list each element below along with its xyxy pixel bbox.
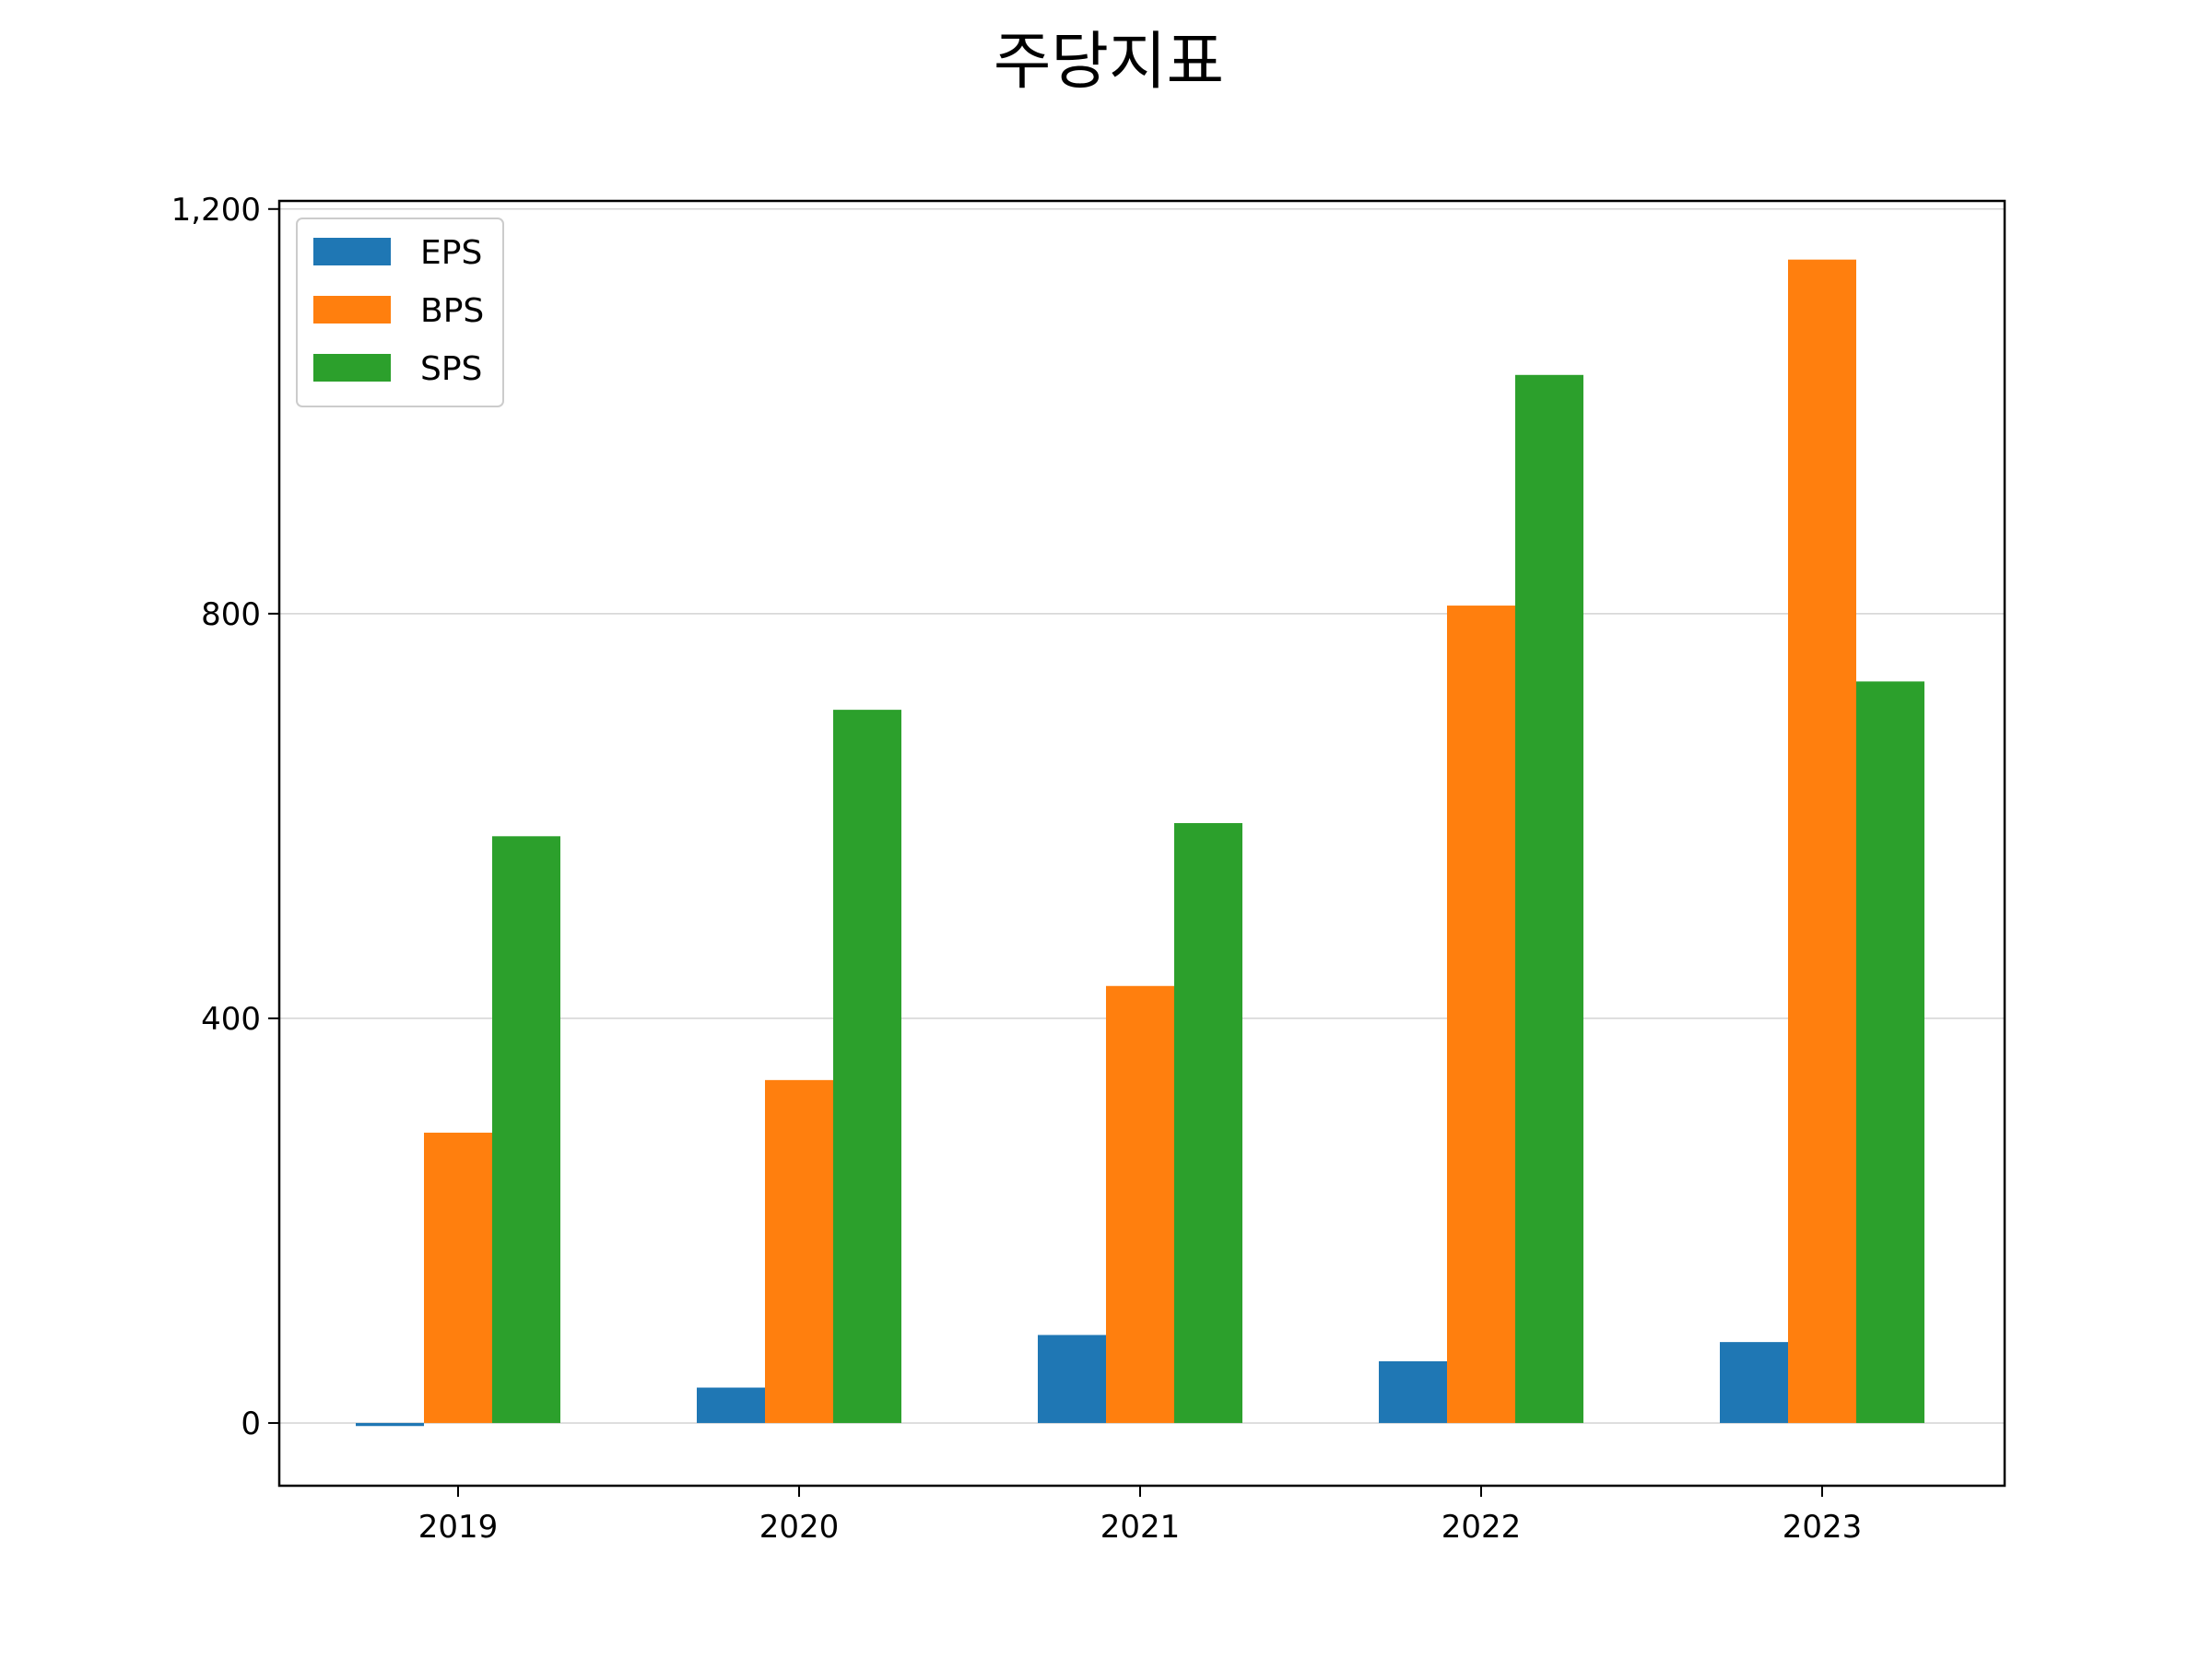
x-tick-label: 2021 <box>1100 1509 1181 1546</box>
bar-bps-2021 <box>1106 985 1174 1423</box>
bar-sps-2021 <box>1174 823 1242 1423</box>
bar-eps-2020 <box>697 1387 765 1423</box>
legend-label-bps: BPS <box>420 292 484 330</box>
bar-eps-2023 <box>1720 1342 1788 1423</box>
bar-bps-2020 <box>765 1079 833 1423</box>
legend-swatch-sps <box>313 354 391 382</box>
bars <box>356 259 1924 1427</box>
y-tick-label: 800 <box>201 596 261 633</box>
x-tick-label: 2020 <box>759 1509 840 1546</box>
x-tick-label: 2023 <box>1783 1509 1863 1546</box>
bar-eps-2019 <box>356 1422 424 1427</box>
x-axis: 2019 2020 2021 2022 2023 <box>418 1486 1863 1546</box>
bar-bps-2023 <box>1788 259 1856 1423</box>
x-tick-label: 2019 <box>418 1509 499 1546</box>
y-tick-label: 400 <box>201 1001 261 1038</box>
bar-sps-2020 <box>833 710 901 1423</box>
bar-sps-2019 <box>492 836 560 1423</box>
legend-swatch-eps <box>313 238 391 265</box>
bar-sps-2023 <box>1856 681 1924 1423</box>
bar-eps-2021 <box>1038 1335 1106 1423</box>
plot-frame <box>277 199 2006 1488</box>
bar-eps-2022 <box>1379 1360 1447 1423</box>
legend-swatch-bps <box>313 296 391 324</box>
legend-label-sps: SPS <box>420 350 482 388</box>
bar-bps-2022 <box>1447 606 1515 1423</box>
legend-label-eps: EPS <box>420 234 482 272</box>
y-tick-label: 1,200 <box>171 192 261 229</box>
chart-title: 주당지표 <box>994 26 1224 99</box>
bar-bps-2019 <box>424 1132 492 1423</box>
legend: EPS BPS SPS <box>296 218 504 407</box>
y-axis: 0 400 800 1,200 <box>171 192 279 1442</box>
bar-sps-2022 <box>1515 374 1583 1423</box>
x-tick-label: 2022 <box>1441 1509 1522 1546</box>
y-tick-label: 0 <box>241 1406 261 1442</box>
